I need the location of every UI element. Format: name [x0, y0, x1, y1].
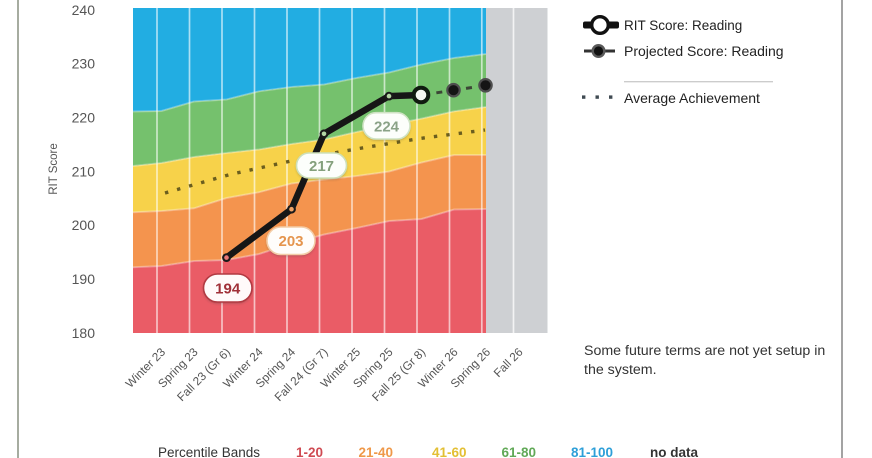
svg-text:240: 240	[72, 2, 96, 18]
svg-text:no data: no data	[650, 445, 698, 458]
svg-text:Average Achievement: Average Achievement	[624, 90, 760, 106]
svg-text:RIT Score: Reading: RIT Score: Reading	[624, 18, 742, 33]
svg-text:81-100: 81-100	[571, 445, 613, 458]
svg-text:RIT Score: RIT Score	[48, 143, 60, 195]
svg-text:1-20: 1-20	[296, 445, 323, 458]
svg-text:the system.: the system.	[584, 362, 657, 378]
svg-text:Projected Score: Reading: Projected Score: Reading	[624, 43, 784, 59]
svg-text:210: 210	[72, 163, 96, 179]
svg-text:230: 230	[72, 56, 96, 72]
svg-text:Fall 26: Fall 26	[491, 345, 526, 380]
svg-text:190: 190	[72, 271, 96, 287]
svg-text:61-80: 61-80	[502, 445, 537, 458]
svg-text:41-60: 41-60	[432, 445, 467, 458]
svg-text:21-40: 21-40	[359, 445, 394, 458]
svg-text:194: 194	[215, 281, 241, 298]
svg-text:Percentile Bands: Percentile Bands	[158, 445, 260, 458]
svg-text:Some future terms are not yet: Some future terms are not yet setup in	[584, 343, 825, 359]
svg-text:217: 217	[309, 158, 334, 175]
svg-text:180: 180	[72, 325, 96, 341]
svg-text:203: 203	[278, 233, 303, 250]
svg-text:224: 224	[374, 118, 400, 135]
svg-text:200: 200	[72, 217, 96, 233]
svg-text:220: 220	[72, 110, 96, 126]
